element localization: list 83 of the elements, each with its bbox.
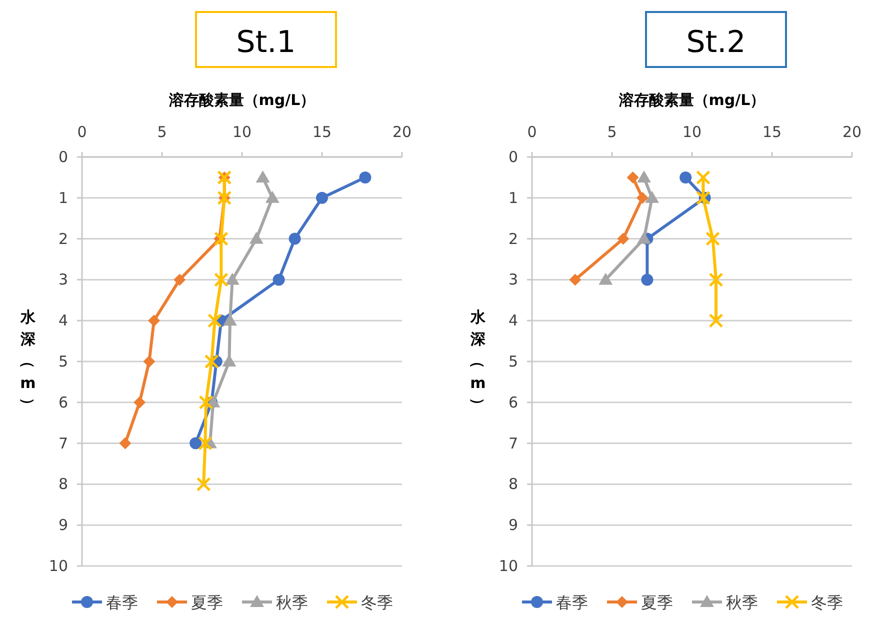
point (223, 314, 237, 326)
point (204, 354, 219, 369)
y-tick-label: 0 (508, 148, 518, 166)
x-axis-title: 溶存酸素量（mg/L） (618, 91, 766, 109)
x-tick-label: 0 (77, 123, 87, 141)
legend-label: 夏季 (191, 593, 223, 612)
point (316, 192, 328, 204)
point (190, 437, 202, 450)
y-tick-label: 3 (508, 270, 518, 289)
point (645, 190, 659, 203)
point (265, 190, 280, 203)
y-tick-label: 7 (58, 434, 68, 452)
y-tick-label: 8 (508, 475, 518, 494)
point (626, 171, 639, 184)
y-axis-title: 水深（m） (19, 308, 37, 412)
x-tick-label: 10 (232, 123, 252, 141)
x-tick-label: 15 (762, 123, 782, 141)
point (208, 313, 222, 328)
point (637, 170, 651, 182)
y-tick-label: 2 (508, 230, 518, 248)
y-tick-label: 9 (58, 516, 68, 534)
point (598, 272, 613, 285)
point (636, 192, 648, 204)
point (148, 314, 160, 327)
y-tick-label: 4 (58, 312, 68, 330)
y-tick-label: 2 (58, 230, 68, 248)
point (196, 476, 211, 492)
chart-title: St.2 (686, 25, 746, 60)
point (359, 171, 372, 184)
y-tick-label: 10 (498, 557, 518, 575)
y-tick-label: 7 (508, 434, 518, 452)
point (198, 395, 214, 410)
point (119, 437, 132, 450)
x-tick-label: 10 (682, 123, 702, 141)
y-tick-label: 9 (508, 516, 518, 534)
y-tick-label: 5 (508, 352, 518, 370)
y-tick-label: 1 (58, 188, 68, 207)
point (198, 436, 212, 451)
point (288, 232, 301, 245)
point (249, 232, 264, 244)
point (617, 232, 630, 245)
y-tick-label: 4 (508, 312, 518, 330)
x-tick-label: 5 (157, 123, 167, 141)
x-tick-label: 20 (392, 123, 412, 141)
point (222, 354, 236, 366)
x-axis-title: 溶存酸素量（mg/L） (168, 91, 316, 109)
point (706, 232, 720, 246)
legend-label: 冬季 (361, 593, 393, 612)
point (225, 272, 240, 285)
legend-label: 冬季 (811, 593, 843, 612)
y-tick-label: 0 (58, 148, 68, 166)
y-tick-label: 3 (58, 270, 68, 289)
point (214, 272, 228, 287)
y-tick-label: 1 (508, 188, 518, 207)
point (143, 356, 156, 368)
point (641, 274, 654, 286)
point (696, 170, 710, 185)
x-tick-label: 15 (312, 123, 332, 141)
chart-title: St.1 (236, 25, 296, 60)
point (569, 274, 582, 286)
legend-label: 秋季 (276, 593, 308, 612)
x-tick-label: 5 (607, 123, 617, 141)
point (637, 232, 651, 244)
legend-label: 春季 (556, 593, 588, 612)
legend-label: 春季 (106, 593, 138, 612)
point (708, 313, 724, 328)
point (680, 171, 692, 184)
y-tick-label: 10 (48, 557, 68, 575)
legend-label: 夏季 (641, 593, 673, 612)
point (174, 274, 186, 286)
point (708, 272, 724, 287)
point (272, 274, 285, 286)
point (256, 170, 270, 182)
y-tick-label: 5 (58, 352, 68, 370)
y-tick-label: 6 (58, 393, 68, 412)
legend-label: 秋季 (726, 593, 758, 612)
x-tick-label: 20 (842, 123, 862, 141)
y-tick-label: 6 (508, 393, 518, 412)
y-tick-label: 8 (58, 475, 68, 494)
x-tick-label: 0 (527, 123, 537, 141)
y-axis-title: 水深（m） (469, 308, 487, 412)
point (134, 396, 146, 408)
point (696, 190, 710, 206)
